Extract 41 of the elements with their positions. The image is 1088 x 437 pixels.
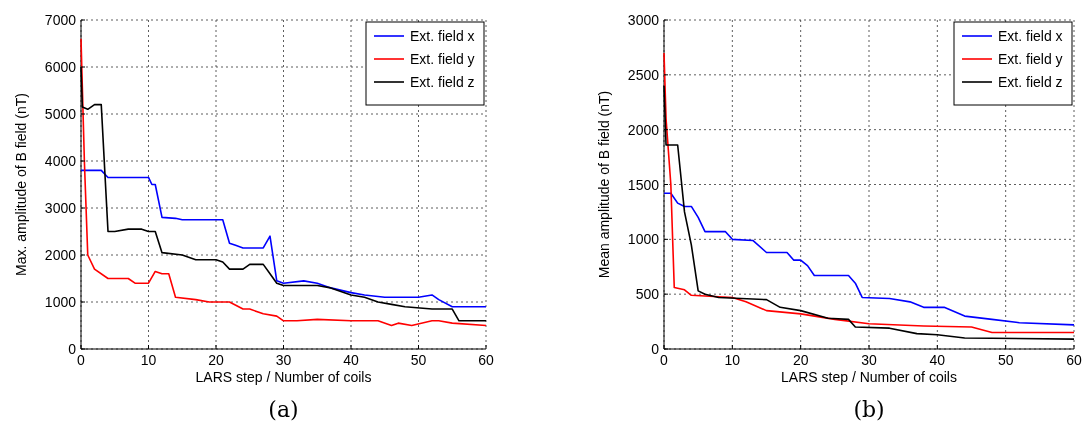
y-tick-label: 1000 (44, 294, 77, 310)
legend-label: Ext. field y (410, 51, 475, 67)
x-tick-label: 50 (997, 352, 1014, 368)
y-tick-label: 0 (651, 341, 660, 357)
y-tick-label: 500 (635, 286, 660, 303)
legend-label: Ext. field z (998, 74, 1063, 90)
line-series (663, 192, 1075, 326)
x-axis-title: LARS step / Number of coils (781, 369, 957, 385)
x-tick-label: 60 (1066, 352, 1082, 368)
y-tick-label: 2500 (627, 66, 660, 83)
y-tick-label: 3000 (627, 12, 660, 28)
line-series (80, 169, 487, 308)
y-tick-label: 2000 (627, 121, 660, 138)
legend-label: Ext. field x (410, 28, 475, 44)
text: (b) (853, 397, 885, 422)
y-tick-label: 7000 (44, 12, 77, 28)
x-axis-title: LARS step / Number of coils (195, 369, 372, 385)
text: (a) (268, 397, 299, 422)
y-tick-label: 5000 (44, 106, 77, 122)
x-tick-label: 60 (478, 352, 494, 368)
x-tick-label: 20 (208, 352, 224, 368)
y-tick-label: 2000 (44, 247, 77, 263)
y-tick-label: 1500 (627, 176, 660, 193)
x-tick-label: 10 (140, 352, 157, 368)
y-tick-label: 6000 (44, 59, 77, 75)
x-tick-label: 50 (410, 352, 427, 368)
x-tick-label: 10 (724, 352, 741, 368)
x-tick-label: 20 (792, 352, 809, 368)
y-axis-title: Mean amplitude of B field (nT) (596, 90, 612, 279)
legend-label: Ext. field x (998, 28, 1063, 44)
legend-label: Ext. field z (410, 74, 475, 90)
legend-label: Ext. field y (998, 51, 1063, 67)
x-tick-label: 30 (275, 352, 292, 368)
y-tick-label: 3000 (44, 200, 77, 216)
y-tick-label: 1000 (627, 231, 660, 248)
y-axis-title: Max. amplitude of B field (nT) (13, 93, 29, 276)
y-tick-label: 0 (68, 341, 77, 357)
x-tick-label: 40 (929, 352, 946, 368)
x-tick-label: 40 (343, 352, 359, 368)
x-tick-label: 30 (861, 352, 877, 368)
y-tick-label: 4000 (44, 153, 77, 169)
